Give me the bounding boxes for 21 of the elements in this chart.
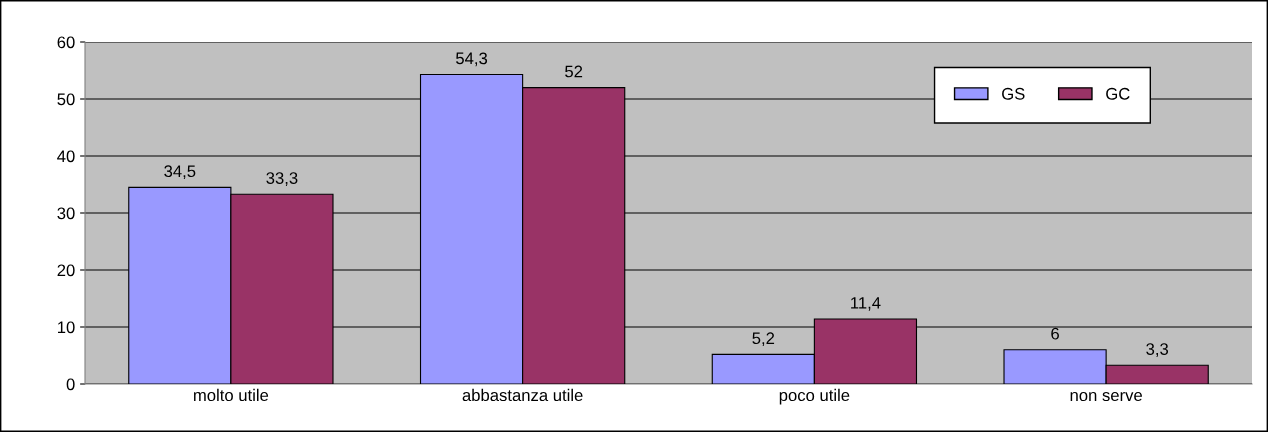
legend-label: GS bbox=[1002, 87, 1025, 100]
data-label: 11,4 bbox=[851, 297, 881, 311]
x-tick-label: non serve bbox=[1070, 391, 1142, 402]
x-tick-label: abbastanza utile bbox=[462, 388, 583, 402]
legend-label: GC bbox=[1106, 87, 1130, 100]
y-tick-label: 50 bbox=[57, 93, 75, 106]
y-tick-label: 60 bbox=[57, 36, 75, 49]
y-tick-label: 10 bbox=[58, 321, 75, 334]
data-label: 5,2 bbox=[752, 332, 775, 347]
y-tick-label: 40 bbox=[57, 150, 75, 163]
data-label: 3,3 bbox=[1146, 343, 1169, 357]
data-label: 6 bbox=[1051, 327, 1059, 340]
y-tick-label: 0 bbox=[66, 378, 75, 391]
data-label: 34,5 bbox=[164, 165, 196, 180]
y-tick-label: 30 bbox=[57, 207, 75, 220]
data-label: 52 bbox=[565, 65, 583, 78]
data-label: 33,3 bbox=[266, 172, 298, 186]
x-tick-label: poco utile bbox=[779, 388, 850, 405]
x-tick-label: molto utile bbox=[194, 388, 269, 402]
y-tick-label: 20 bbox=[57, 264, 75, 277]
data-label: 54,3 bbox=[456, 52, 488, 67]
